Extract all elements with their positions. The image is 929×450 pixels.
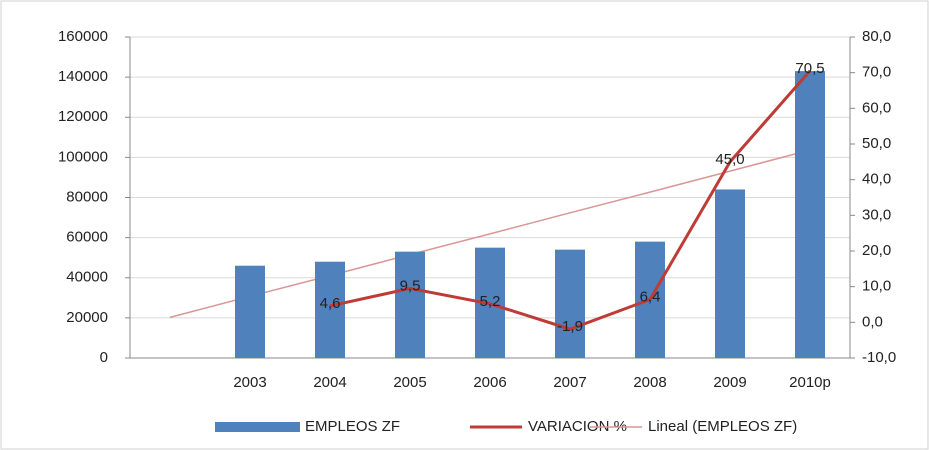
y-tick-label: 140000 (58, 68, 108, 85)
y2-tick-label: 60,0 (862, 99, 891, 116)
y2-tick-label: 0,0 (862, 313, 883, 330)
line (329, 69, 812, 331)
x-tick-label: 2010p (789, 374, 831, 391)
bar (235, 265, 265, 358)
x-tick-label: 2003 (233, 374, 266, 391)
bar (395, 251, 425, 358)
x-tick-label: 2006 (473, 374, 506, 391)
data-label: 9,5 (400, 277, 421, 294)
y2-tick-label: -10,0 (862, 349, 896, 366)
data-label: 70,5 (795, 60, 824, 77)
x-tick-label: 2007 (553, 374, 586, 391)
bar (555, 249, 585, 358)
legend-label: VARIACION % (528, 418, 627, 435)
bar (715, 189, 745, 358)
x-tick-label: 2004 (313, 374, 346, 391)
legend-label: EMPLEOS ZF (305, 418, 400, 435)
y2-tick-label: 50,0 (862, 135, 891, 152)
y-tick-label: 160000 (58, 28, 108, 45)
y-tick-label: 80000 (66, 188, 108, 205)
y-tick-label: 20000 (66, 309, 108, 326)
legend-swatch (215, 422, 300, 432)
data-label: 4,6 (320, 295, 341, 312)
data-label: 5,2 (480, 293, 501, 310)
data-label: 45,0 (715, 151, 744, 168)
x-tick-label: 2008 (633, 374, 666, 391)
x-tick-label: 2005 (393, 374, 426, 391)
y-tick-label: 0 (100, 349, 108, 366)
y2-tick-label: 10,0 (862, 278, 891, 295)
data-label: -1,9 (557, 318, 583, 335)
y2-tick-label: 30,0 (862, 206, 891, 223)
y2-tick-label: 70,0 (862, 64, 891, 81)
y2-tick-label: 40,0 (862, 171, 891, 188)
y2-tick-label: 80,0 (862, 28, 891, 45)
y-tick-label: 60000 (66, 229, 108, 246)
y2-tick-label: 20,0 (862, 242, 891, 259)
bar (315, 261, 345, 358)
bar (795, 71, 825, 358)
line (169, 149, 811, 319)
y-tick-label: 40000 (66, 269, 108, 286)
y-tick-label: 120000 (58, 108, 108, 125)
data-label: 6,4 (640, 288, 661, 305)
y-tick-label: 100000 (58, 148, 108, 165)
legend-label: Lineal (EMPLEOS ZF) (648, 418, 797, 435)
x-tick-label: 2009 (713, 374, 746, 391)
